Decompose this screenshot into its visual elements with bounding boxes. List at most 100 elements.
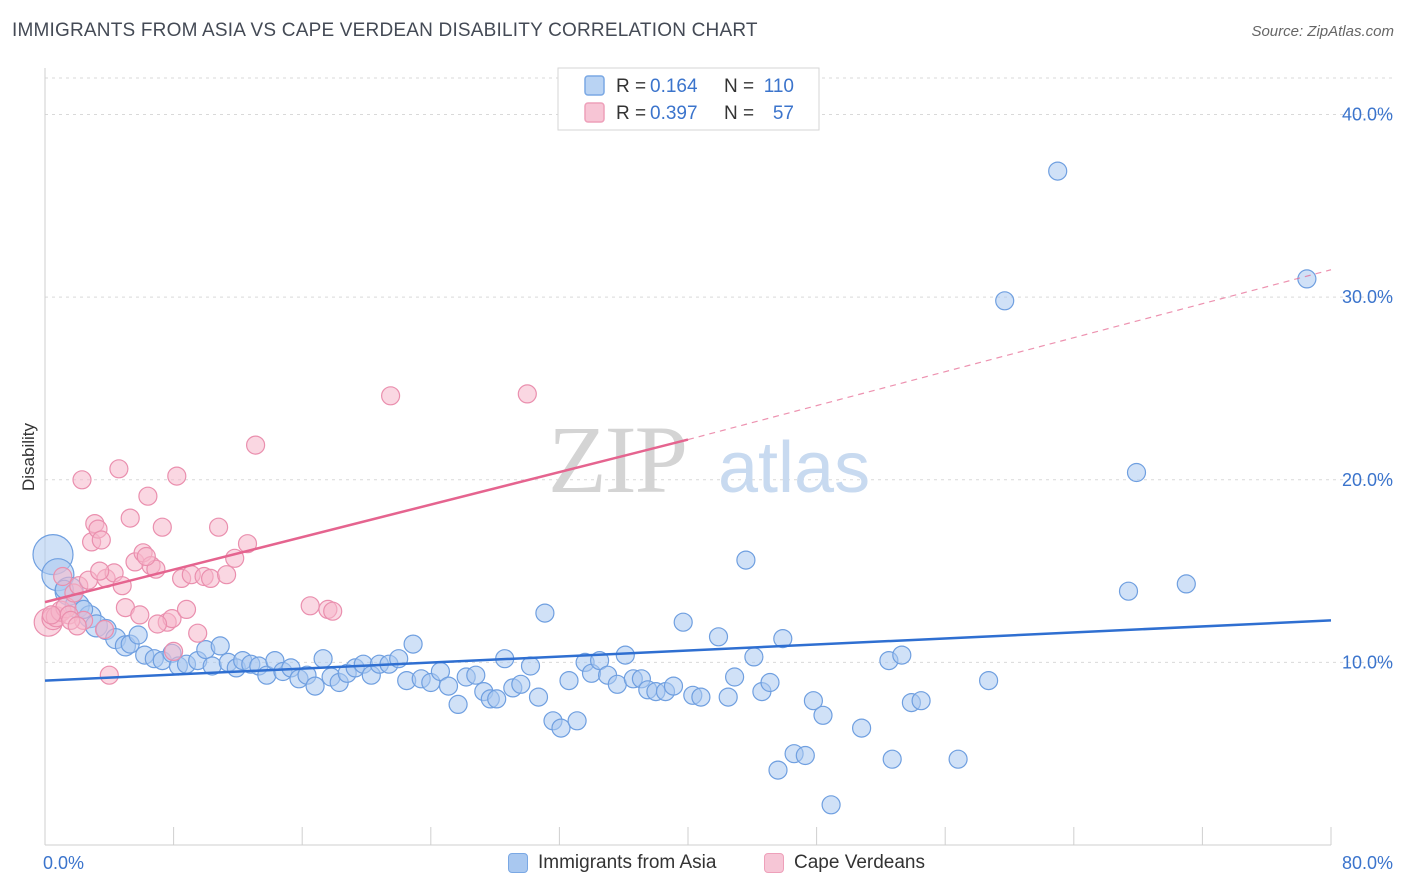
cape-verdean-point-17 [99, 665, 119, 685]
asia-point-10 [128, 625, 148, 645]
legend-swatch-0 [584, 75, 605, 96]
y-tick-label-20: 20.0% [1342, 470, 1393, 490]
watermark-atlas: atlas [718, 428, 870, 508]
asia-point-86 [760, 672, 780, 693]
x-tick-label-min: 0.0% [43, 853, 84, 873]
axis-layer: 10.0% 20.0% 30.0% 40.0% 0.0% 80.0% [43, 68, 1393, 873]
y-axis-label: Disability [19, 422, 38, 491]
cape-verdean-point-54 [90, 561, 110, 581]
legend-swatch-1 [584, 102, 605, 123]
cape-verdean-point-21 [120, 508, 140, 528]
cape-verdean-point-46 [381, 386, 401, 406]
asia-point-100 [948, 749, 968, 769]
asia-point-81 [718, 687, 738, 707]
asia-point-59 [528, 687, 549, 707]
asia-point-83 [736, 550, 756, 570]
asia-point-20 [210, 636, 230, 656]
asia-point-91 [803, 691, 824, 711]
cape-verdean-point-52 [164, 641, 184, 662]
cape-verdean-point-38 [209, 517, 229, 537]
x-tick-label-max: 80.0% [1342, 853, 1393, 873]
asia-point-48 [438, 676, 459, 696]
asia-point-96 [882, 749, 902, 769]
cape-verdean-point-43 [300, 596, 320, 616]
y-tick-label-30: 30.0% [1342, 287, 1393, 307]
legend-r-label-0: R = [616, 76, 646, 97]
asia-point-84 [744, 647, 764, 667]
asia-point-107 [1297, 269, 1317, 289]
asia-point-106 [1176, 574, 1196, 594]
asia-point-49 [448, 694, 468, 715]
asia-point-58 [520, 656, 541, 676]
points-layer [32, 161, 1317, 815]
cape-verdean-point-47 [517, 384, 537, 404]
cape-verdean-point-39 [217, 565, 237, 585]
cape-verdean-point-10 [72, 470, 92, 490]
legend-label-cape-verdeans: Cape Verdeans [794, 852, 925, 873]
legend-swatch-asia [508, 853, 528, 873]
cape-verdean-point-35 [188, 623, 208, 643]
asia-point-62 [551, 718, 571, 738]
asia-point-60 [535, 603, 555, 623]
trend-layer [44, 269, 1332, 682]
asia-point-103 [1048, 161, 1068, 181]
cape-verdean-point-14 [91, 530, 111, 550]
cape-verdean-point-28 [152, 517, 172, 537]
cape-verdean-point-23 [130, 605, 150, 625]
cape-verdean-point-42 [246, 435, 266, 455]
legend-label-asia: Immigrants from Asia [538, 852, 717, 873]
cape-verdean-trend-line [44, 438, 689, 604]
bottom-legend: Immigrants from Asia Cape Verdeans [0, 852, 1406, 878]
asia-point-82 [724, 667, 745, 687]
legend-swatch-cape-verdeans [764, 853, 784, 873]
cape-verdean-point-33 [176, 599, 197, 620]
asia-point-90 [795, 745, 815, 766]
asia-point-54 [487, 689, 507, 709]
asia-point-97 [892, 645, 912, 665]
cape-verdean-point-45 [323, 601, 343, 621]
watermark-zip: ZIP [548, 406, 686, 513]
legend-item-asia: Immigrants from Asia [508, 852, 716, 874]
asia-point-63 [559, 670, 579, 691]
asia-point-44 [403, 634, 423, 654]
asia-trend-line [44, 619, 1332, 682]
cape-verdean-point-51 [41, 605, 62, 625]
chart-source: Source: ZipAtlas.com [1251, 23, 1394, 40]
asia-point-76 [663, 676, 684, 696]
cape-verdean-point-49 [53, 566, 73, 587]
asia-point-79 [691, 687, 711, 707]
asia-point-104 [1118, 581, 1139, 601]
legend-item-cape-verdeans: Cape Verdeans [764, 852, 925, 874]
cape-verdean-point-41 [237, 534, 258, 554]
asia-point-87 [768, 760, 788, 780]
cape-verdean-point-15 [94, 619, 115, 640]
cape-verdean-point-50 [67, 616, 87, 636]
legend-r-label-1: R = [616, 103, 646, 124]
asia-point-32 [305, 676, 325, 696]
watermark: ZIP atlas [548, 406, 870, 513]
legend-n-label-1: N = [724, 103, 754, 124]
asia-point-70 [615, 645, 635, 665]
legend-r-value-1: 0.397 [650, 103, 698, 124]
legend-box: R = 0.164 N = 110 R = 0.397 N = 57 [557, 67, 820, 131]
asia-point-80 [708, 627, 729, 647]
asia-point-88 [773, 628, 793, 649]
y-tick-label-10: 10.0% [1342, 652, 1393, 672]
legend-r-value-0: 0.164 [650, 76, 698, 97]
legend-n-value-0: 110 [764, 76, 794, 97]
cape-verdean-point-56 [136, 546, 156, 567]
asia-point-93 [821, 795, 841, 815]
asia-point-92 [813, 705, 833, 725]
asia-point-102 [995, 291, 1015, 311]
asia-point-69 [607, 674, 627, 694]
cape-verdean-point-37 [201, 568, 221, 589]
asia-point-64 [567, 711, 587, 731]
cape-verdean-point-25 [138, 486, 158, 506]
cape-verdean-point-55 [112, 576, 132, 596]
asia-point-99 [911, 691, 931, 711]
asia-point-33 [313, 649, 333, 669]
asia-point-101 [978, 670, 999, 691]
chart-title: IMMIGRANTS FROM ASIA VS CAPE VERDEAN DIS… [12, 20, 758, 41]
legend-n-value-1: 57 [773, 103, 794, 124]
